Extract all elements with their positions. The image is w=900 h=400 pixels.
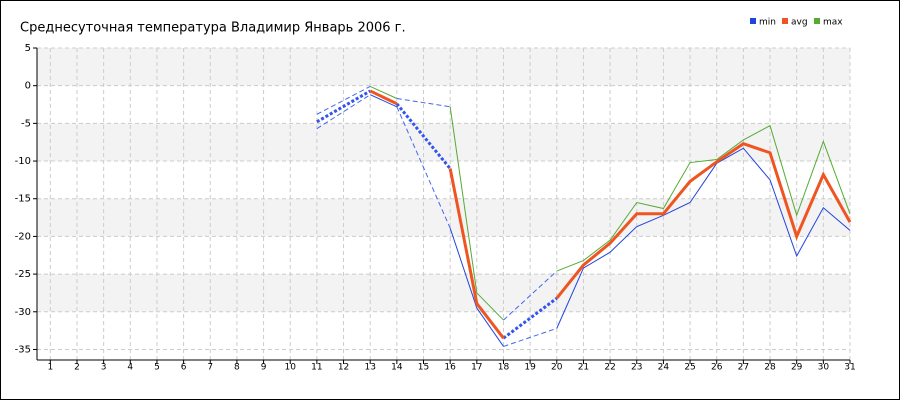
x-tick-label: 11 <box>311 363 322 373</box>
x-tick-label: 10 <box>285 363 297 373</box>
band <box>37 198 850 237</box>
y-tick-label: -35 <box>15 344 31 355</box>
series-line <box>369 89 852 340</box>
y-tick-label: 5 <box>25 43 31 54</box>
x-tick-label: 30 <box>818 363 830 373</box>
gap-connector <box>502 297 558 340</box>
x-tick-label: 4 <box>127 363 133 373</box>
x-tick-label: 21 <box>578 363 589 373</box>
x-tick-label: 29 <box>791 363 803 373</box>
x-tick-label: 3 <box>101 363 107 373</box>
x-tick-label: 19 <box>524 363 536 373</box>
x-tick-label: 12 <box>338 363 349 373</box>
x-tick-label: 31 <box>844 363 855 373</box>
x-tick-label: 13 <box>364 363 375 373</box>
gap-connector <box>503 270 558 321</box>
x-tick-label: 28 <box>764 363 776 373</box>
legend: min avg max <box>750 18 843 28</box>
x-tick-label: 15 <box>418 363 429 373</box>
legend-swatch <box>782 18 788 24</box>
x-tick-label: 18 <box>498 363 510 373</box>
x-tick-label: 2 <box>74 363 80 373</box>
series-line <box>369 85 851 321</box>
x-tick-label: 5 <box>154 363 160 373</box>
x-tick-label: 7 <box>207 363 213 373</box>
x-tick-label: 22 <box>604 363 615 373</box>
y-tick-label: -5 <box>21 118 31 129</box>
legend-label: max <box>823 18 843 28</box>
x-tick-label: 24 <box>658 363 670 373</box>
x-tick-label: 17 <box>471 363 482 373</box>
legend-swatch <box>814 18 820 24</box>
y-tick-label: -25 <box>15 269 31 280</box>
x-tick-label: 8 <box>234 363 240 373</box>
x-tick-label: 9 <box>261 363 267 373</box>
x-tick-label: 20 <box>551 363 563 373</box>
gap-connector <box>396 98 451 108</box>
x-tick-label: 6 <box>181 363 187 373</box>
x-tick-label: 25 <box>684 363 695 373</box>
gap-connector <box>503 327 557 347</box>
gap-connector <box>396 106 451 229</box>
legend-label: avg <box>791 18 808 28</box>
gap-connector <box>395 102 452 170</box>
y-tick-label: -20 <box>15 231 31 242</box>
gap-connector <box>316 94 371 130</box>
gap-connector <box>316 85 371 115</box>
legend-label: min <box>759 18 776 28</box>
y-tick-label: -15 <box>15 194 31 205</box>
series-line <box>369 94 851 347</box>
x-tick-label: 27 <box>738 363 749 373</box>
y-tick-label: 0 <box>25 81 31 92</box>
x-tick-label: 14 <box>391 363 403 373</box>
x-tick-label: 23 <box>631 363 642 373</box>
band <box>37 123 850 162</box>
legend-swatch <box>750 18 756 24</box>
x-tick-label: 1 <box>47 363 53 373</box>
band <box>37 48 850 86</box>
x-tick-label: 16 <box>444 363 456 373</box>
gap-connector <box>316 89 371 124</box>
y-tick-label: -30 <box>15 307 31 318</box>
x-tick-label: 26 <box>711 363 723 373</box>
y-tick-label: -10 <box>15 156 31 167</box>
band <box>37 274 850 312</box>
chart-title: Среднесуточная температура Владимир Янва… <box>20 21 406 36</box>
